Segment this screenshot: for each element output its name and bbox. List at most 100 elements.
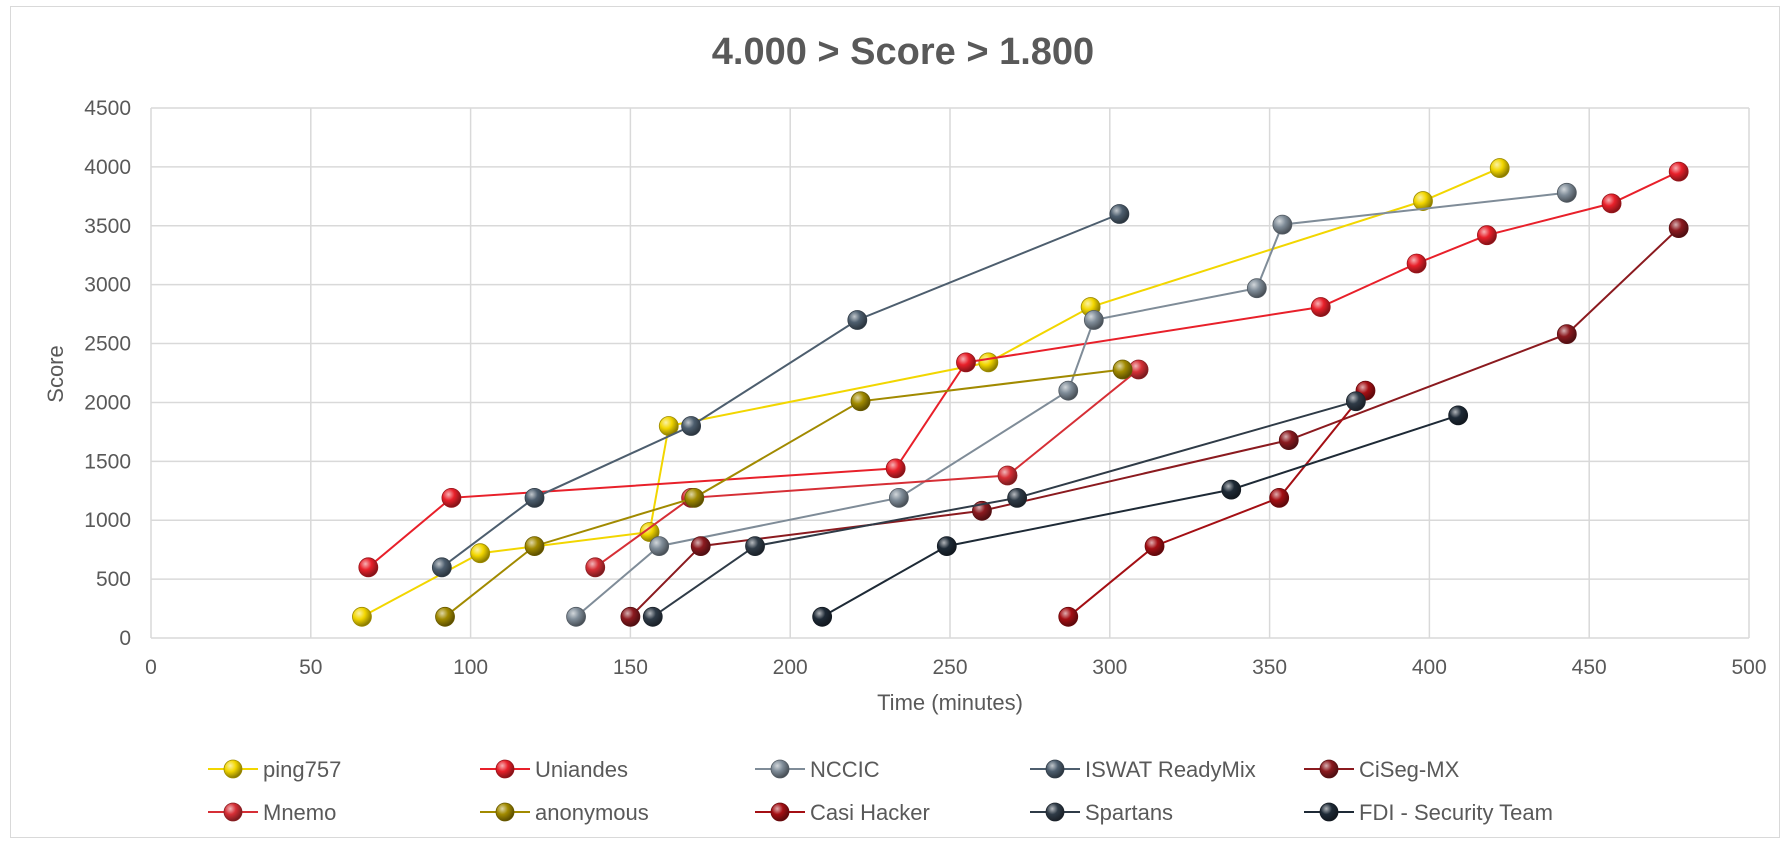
series-line-mnemo [594, 368, 1140, 569]
data-point-anonymous [435, 606, 455, 627]
data-point-iswat-readymix [681, 416, 702, 436]
data-point-mnemo [585, 557, 606, 578]
series-ciseg-mx [620, 218, 1689, 627]
legend-marker [770, 759, 790, 779]
legend-label: CiSeg-MX [1359, 757, 1460, 782]
data-point-ping757 [1489, 158, 1510, 178]
legend-item-anonymous[interactable]: anonymous [480, 800, 649, 825]
data-point-iswat-readymix [431, 557, 452, 578]
series-anonymous [435, 359, 1133, 627]
data-point-uniandes [441, 487, 462, 508]
legend-marker [223, 759, 243, 779]
data-point-anonymous [684, 487, 705, 508]
series-line-iswat-readymix [441, 213, 1120, 569]
y-tick-label: 500 [96, 568, 131, 591]
legend-label: NCCIC [810, 757, 880, 782]
series-line-ping757 [361, 167, 1501, 618]
data-point-uniandes [956, 352, 976, 373]
data-point-uniandes [885, 458, 906, 479]
y-tick-label: 0 [119, 627, 131, 650]
x-tick-label: 250 [932, 656, 967, 679]
data-point-iswat-readymix [524, 487, 545, 508]
data-point-nccic [1083, 310, 1104, 330]
legend-marker [770, 802, 790, 822]
y-axis-label: Score [43, 345, 68, 402]
data-point-spartans [1345, 391, 1366, 412]
data-point-casi-hacker [1144, 536, 1165, 557]
y-tick-label: 2500 [84, 333, 131, 356]
legend-marker [1045, 802, 1065, 822]
y-axis-ticks: 0 500 1000 1500 2000 2500 3000 3500 4000 4500 [84, 97, 131, 650]
data-point-nccic [1556, 182, 1577, 203]
data-point-fdi-security-team [1221, 479, 1242, 500]
data-point-fdi-security-team [936, 536, 957, 557]
legend-marker [1319, 802, 1339, 822]
data-point-ciseg-mx [1668, 218, 1689, 239]
legend-item-nccic[interactable]: NCCIC [755, 757, 880, 782]
data-point-uniandes [358, 557, 379, 578]
legend-item-uniandes[interactable]: Uniandes [480, 757, 628, 782]
x-axis-label: Time (minutes) [877, 690, 1023, 715]
data-point-ping757 [470, 543, 491, 564]
x-tick-label: 300 [1092, 656, 1127, 679]
y-tick-label: 2000 [84, 391, 131, 414]
legend-item-ciseg-mx[interactable]: CiSeg-MX [1304, 757, 1460, 782]
data-point-anonymous [524, 536, 545, 557]
series-casi-hacker [1058, 380, 1376, 627]
data-point-nccic [649, 536, 670, 557]
data-point-ciseg-mx [620, 606, 641, 627]
data-point-uniandes [1668, 161, 1689, 182]
x-tick-label: 0 [145, 656, 157, 679]
legend-marker [1319, 759, 1339, 779]
legend-label: FDI - Security Team [1359, 800, 1553, 825]
legend-marker [223, 802, 243, 822]
series-ping757 [352, 158, 1510, 627]
series-nccic [566, 182, 1577, 627]
data-point-ping757 [352, 606, 372, 627]
legend-marker [1045, 759, 1065, 779]
data-point-ciseg-mx [1278, 430, 1299, 451]
data-point-uniandes [1406, 253, 1427, 274]
x-axis-ticks: 0 50 100 150 200 250 300 350 400 450 500 [145, 656, 1766, 679]
plot-series [352, 158, 1689, 627]
data-point-uniandes [1310, 297, 1331, 317]
legend-label: Mnemo [263, 800, 336, 825]
y-tick-label: 1500 [84, 450, 131, 473]
data-point-iswat-readymix [1109, 204, 1130, 224]
data-point-nccic [566, 606, 586, 627]
data-point-casi-hacker [1269, 487, 1290, 508]
legend-label: Uniandes [535, 757, 628, 782]
data-point-uniandes [1601, 193, 1622, 214]
series-fdi-security-team [812, 405, 1469, 627]
data-point-anonymous [1112, 359, 1133, 380]
data-point-mnemo [997, 465, 1018, 486]
gridlines [150, 107, 1750, 639]
data-point-ping757 [978, 352, 999, 373]
legend-item-spartans[interactable]: Spartans [1030, 800, 1173, 825]
legend-item-ping757[interactable]: ping757 [208, 757, 341, 782]
x-tick-label: 200 [773, 656, 808, 679]
x-tick-label: 450 [1572, 656, 1607, 679]
legend-item-fdi-security-team[interactable]: FDI - Security Team [1304, 800, 1553, 825]
data-point-fdi-security-team [1448, 405, 1469, 426]
x-tick-label: 100 [453, 656, 488, 679]
data-point-ping757 [1413, 191, 1433, 211]
legend-label: ISWAT ReadyMix [1085, 757, 1256, 782]
data-point-casi-hacker [1058, 606, 1079, 627]
legend-item-iswat-readymix[interactable]: ISWAT ReadyMix [1030, 757, 1256, 782]
y-tick-label: 3500 [84, 215, 131, 238]
x-tick-label: 350 [1252, 656, 1287, 679]
series-iswat-readymix [431, 204, 1130, 578]
y-tick-label: 4500 [84, 97, 131, 120]
x-tick-label: 500 [1731, 656, 1766, 679]
data-point-nccic [1272, 214, 1293, 235]
y-tick-label: 1000 [84, 509, 131, 532]
x-tick-label: 50 [299, 656, 322, 679]
legend-item-mnemo[interactable]: Mnemo [208, 800, 336, 825]
data-point-spartans [642, 606, 663, 627]
legend-item-casi-hacker[interactable]: Casi Hacker [755, 800, 930, 825]
y-tick-label: 4000 [84, 156, 131, 179]
legend-label: anonymous [535, 800, 649, 825]
y-tick-label: 3000 [84, 274, 131, 297]
data-point-uniandes [1477, 225, 1497, 246]
